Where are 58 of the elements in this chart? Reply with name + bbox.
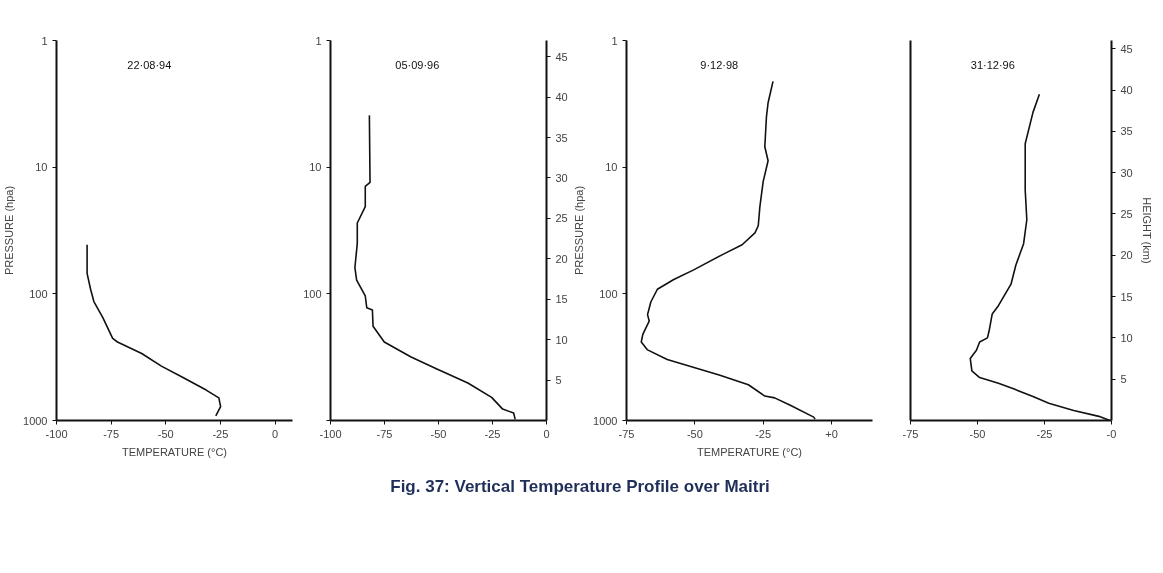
- x-tick-label: -25: [212, 427, 229, 440]
- y2-tick-label: 35: [555, 131, 568, 144]
- x-tick-label: -75: [618, 427, 635, 440]
- x-tick-label: -0: [1106, 427, 1117, 440]
- annotation: 22·08·94: [127, 58, 172, 71]
- x-tick-label: -50: [686, 427, 703, 440]
- x-tick-label: -100: [319, 427, 342, 440]
- line-series: [86, 243, 222, 417]
- y-tick-label: 10: [605, 161, 618, 174]
- y-tick-label: 1000: [593, 414, 618, 427]
- y-tick-label: 1: [41, 34, 48, 47]
- x-tick-label: 0: [543, 427, 550, 440]
- y2-tick-label: 40: [555, 91, 568, 104]
- y2-tick-label: 45: [555, 50, 568, 63]
- x-tick-label: -75: [902, 427, 919, 440]
- x-tick-label: +0: [825, 427, 838, 440]
- y-tick-label: 1: [611, 34, 618, 47]
- y2-tick-label: 15: [555, 293, 568, 306]
- y2-tick-label: 25: [1120, 207, 1133, 220]
- x-tick-label: -50: [157, 427, 174, 440]
- x-tick-label: -25: [1036, 427, 1053, 440]
- caption: Fig. 37: Vertical Temperature Profile over Maitri: [390, 476, 770, 498]
- y2-tick-label: 45: [1120, 42, 1133, 55]
- y2-tick-label: 15: [1120, 290, 1133, 303]
- x-tick-label: -50: [430, 427, 447, 440]
- x-axis-title: TEMPERATURE (°C): [696, 445, 803, 458]
- y2-tick-label: 20: [555, 252, 568, 265]
- y-tick-label: 1: [315, 34, 322, 47]
- y2-tick-label: 5: [555, 374, 562, 387]
- y2-tick-label: 10: [555, 333, 568, 346]
- y2-tick-label: 40: [1120, 84, 1133, 97]
- x-tick-label: -75: [103, 427, 120, 440]
- x-tick-label: -75: [376, 427, 393, 440]
- y-tick-label: 100: [599, 287, 618, 300]
- y2-tick-label: 30: [555, 171, 568, 184]
- y-tick-label: 10: [309, 161, 322, 174]
- annotation: 9·12·98: [700, 58, 739, 71]
- annotation: 31·12·96: [970, 58, 1015, 71]
- y2-tick-label: 20: [1120, 249, 1133, 262]
- x-axis-title: TEMPERATURE (°C): [121, 445, 228, 458]
- y-tick-label: 100: [29, 287, 48, 300]
- x-tick-label: -100: [45, 427, 68, 440]
- y-axis-title: PRESSURE (hpa): [573, 185, 586, 276]
- x-tick-label: -50: [969, 427, 986, 440]
- annotation: 05·09·96: [395, 58, 440, 71]
- x-tick-label: -25: [484, 427, 501, 440]
- y2-tick-label: 30: [1120, 166, 1133, 179]
- y-tick-label: 10: [35, 161, 48, 174]
- y2-tick-label: 5: [1120, 373, 1127, 386]
- y2-tick-label: 25: [555, 212, 568, 225]
- y-tick-label: 100: [303, 287, 322, 300]
- y2-axis-title: HEIGHT (km): [1140, 197, 1153, 264]
- x-tick-label: -25: [755, 427, 772, 440]
- y2-tick-label: 35: [1120, 125, 1133, 138]
- y2-tick-label: 10: [1120, 331, 1133, 344]
- x-tick-label: 0: [271, 427, 279, 440]
- y-axis-title: PRESSURE (hpa): [3, 185, 16, 276]
- y-tick-label: 1000: [23, 414, 48, 427]
